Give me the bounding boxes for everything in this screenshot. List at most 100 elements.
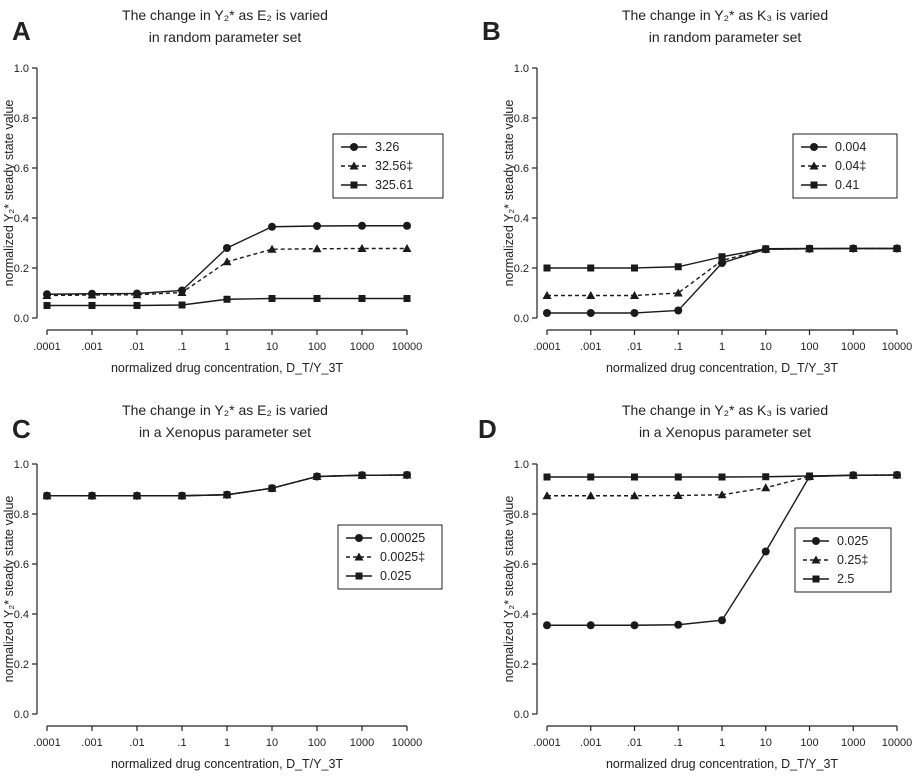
y-tick-label: 0.0 <box>514 313 529 325</box>
data-point <box>403 295 411 302</box>
data-point <box>358 221 366 230</box>
x-tick-label: .001 <box>580 737 601 749</box>
x-axis-label: normalized drug concentration, D_T/Y_3T <box>111 361 343 375</box>
legend-label: 2.5 <box>837 572 854 586</box>
data-point <box>133 492 141 500</box>
legend-swatch-marker <box>810 181 818 189</box>
legend-label: 325.61 <box>375 178 413 192</box>
data-point <box>223 244 231 252</box>
y-axis-label: normalized Y₂* steady state value <box>2 496 16 683</box>
data-point <box>893 471 901 479</box>
data-point <box>761 483 771 492</box>
series-3 <box>43 471 411 500</box>
data-point <box>631 264 638 272</box>
x-tick-label: 100 <box>800 341 818 353</box>
y-tick-label: 0.6 <box>514 559 529 571</box>
legend-swatch-marker <box>349 161 359 170</box>
legend-label: 0.025 <box>837 534 868 548</box>
x-tick-label: .0001 <box>33 737 61 749</box>
data-point <box>178 301 186 309</box>
data-point <box>587 264 595 272</box>
x-tick-label: 100 <box>800 737 818 749</box>
chart-panel-b: B The change in Y₂* as K₃ is varied in ran… <box>482 7 912 375</box>
legend-swatch-marker <box>355 572 363 580</box>
data-point <box>762 245 770 253</box>
data-point <box>133 302 141 309</box>
y-tick-label: 0.0 <box>14 313 29 325</box>
x-tick-label: 10000 <box>392 737 423 749</box>
data-point <box>403 471 411 479</box>
x-tick-label: .1 <box>177 341 186 353</box>
legend-swatch-marker <box>812 575 820 583</box>
y-tick-label: 0.8 <box>514 509 529 521</box>
y-tick-label: 1.0 <box>14 63 29 75</box>
data-point <box>586 291 596 299</box>
data-point <box>357 244 367 252</box>
y-axis-label: normalized Y₂* steady state value <box>2 100 16 287</box>
data-point <box>717 490 727 499</box>
chart-title: The change in Y₂* as E₂ is varied <box>122 7 328 23</box>
legend-swatch-marker <box>811 555 821 564</box>
data-point <box>42 291 52 299</box>
chart-subtitle: in a Xenopus parameter set <box>139 424 311 440</box>
x-tick-label: 10 <box>266 737 278 749</box>
data-point <box>88 302 96 309</box>
legend-label: 0.04‡ <box>835 159 866 173</box>
data-point <box>849 471 857 479</box>
data-point <box>313 473 321 480</box>
data-point <box>718 473 726 481</box>
data-point <box>177 288 187 296</box>
data-point <box>268 484 276 492</box>
legend-swatch-marker <box>350 143 358 151</box>
series-line <box>46 247 407 297</box>
data-point <box>313 295 321 302</box>
legend: 0.025 0.25‡ 2.5 <box>794 527 892 593</box>
y-tick-label: 1.0 <box>514 459 529 471</box>
chart-subtitle: in random parameter set <box>649 29 802 45</box>
x-tick-label: 10 <box>760 737 772 749</box>
x-axis-label: normalized drug concentration, D_T/Y_3T <box>606 757 838 771</box>
data-point <box>674 473 682 481</box>
data-point <box>761 547 770 556</box>
data-point <box>630 491 639 500</box>
data-point <box>674 306 683 315</box>
data-point <box>43 492 51 500</box>
x-tick-label: .001 <box>580 341 601 353</box>
x-tick-label: 1000 <box>841 341 865 353</box>
data-point <box>313 222 321 230</box>
data-point <box>673 288 683 297</box>
data-point <box>630 621 639 630</box>
data-point <box>178 492 186 500</box>
legend: 0.00025 0.0025‡ 0.025 <box>337 524 443 590</box>
x-tick-label: .1 <box>674 737 683 749</box>
data-point <box>268 222 276 231</box>
x-tick-label: 1 <box>224 341 230 353</box>
x-tick-label: 1000 <box>350 341 374 353</box>
y-tick-label: 0.8 <box>14 113 29 125</box>
y-tick-label: 0.6 <box>514 163 529 175</box>
panel-letter: D <box>478 414 497 444</box>
x-tick-label: .0001 <box>533 341 561 353</box>
x-tick-label: 1 <box>224 737 230 749</box>
y-tick-label: 0.4 <box>514 609 529 621</box>
x-tick-label: 100 <box>308 341 326 353</box>
y-tick-label: 1.0 <box>514 63 529 75</box>
x-tick-label: 1 <box>719 737 725 749</box>
panel-letter: B <box>482 16 501 46</box>
data-point <box>268 295 276 302</box>
x-tick-label: 1 <box>719 341 725 353</box>
data-point <box>674 263 682 271</box>
x-tick-label: .01 <box>627 341 642 353</box>
chart-subtitle: in a Xenopus parameter set <box>639 424 811 440</box>
data-point <box>543 473 551 481</box>
data-point <box>223 491 231 499</box>
data-point <box>87 290 97 299</box>
chart-subtitle: in random parameter set <box>149 29 302 45</box>
data-point <box>673 491 683 499</box>
data-point <box>718 616 726 625</box>
data-point <box>806 472 813 480</box>
legend-swatch-marker <box>812 537 820 545</box>
y-axis-label: normalized Y₂* steady state value <box>502 100 516 287</box>
x-tick-label: 10 <box>760 341 772 353</box>
